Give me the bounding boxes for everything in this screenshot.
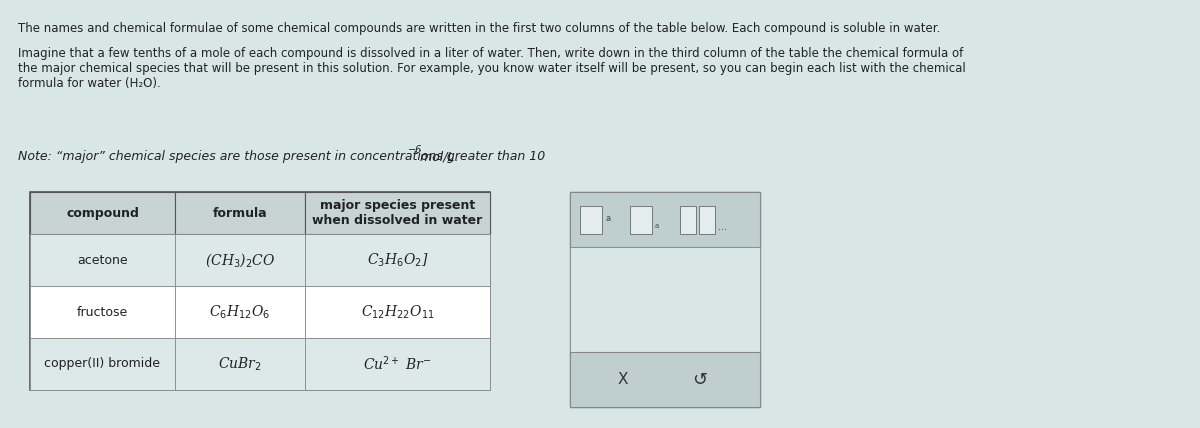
Text: acetone: acetone (77, 253, 128, 267)
Text: ...: ... (718, 223, 727, 232)
Text: formula: formula (212, 206, 268, 220)
Text: a: a (655, 223, 659, 229)
Text: X: X (618, 372, 629, 387)
Text: C$_{3}$H$_{6}$O$_{2}$]: C$_{3}$H$_{6}$O$_{2}$] (367, 251, 428, 269)
Text: ↺: ↺ (691, 371, 707, 389)
Text: fructose: fructose (77, 306, 128, 318)
Text: copper(II) bromide: copper(II) bromide (44, 357, 161, 371)
Text: major species present
when dissolved in water: major species present when dissolved in … (312, 199, 482, 227)
Text: C$_{12}$H$_{22}$O$_{11}$: C$_{12}$H$_{22}$O$_{11}$ (361, 303, 434, 321)
Text: (CH$_{3}$)$_{2}$CO: (CH$_{3}$)$_{2}$CO (205, 251, 275, 269)
Text: −6: −6 (408, 145, 422, 155)
Text: mol/L.: mol/L. (415, 150, 458, 163)
Text: a: a (605, 214, 610, 223)
Text: The names and chemical formulae of some chemical compounds are written in the fi: The names and chemical formulae of some … (18, 22, 941, 35)
Text: Imagine that a few tenths of a mole of each compound is dissolved in a liter of : Imagine that a few tenths of a mole of e… (18, 47, 966, 90)
Text: Note: “major” chemical species are those present in concentrations greater than : Note: “major” chemical species are those… (18, 150, 545, 163)
Text: Cu$^{2+}$ Br$^{-}$: Cu$^{2+}$ Br$^{-}$ (364, 355, 432, 373)
Text: CuBr$_{2}$: CuBr$_{2}$ (218, 355, 262, 373)
Text: compound: compound (66, 206, 139, 220)
Text: C$_{6}$H$_{12}$O$_{6}$: C$_{6}$H$_{12}$O$_{6}$ (209, 303, 271, 321)
